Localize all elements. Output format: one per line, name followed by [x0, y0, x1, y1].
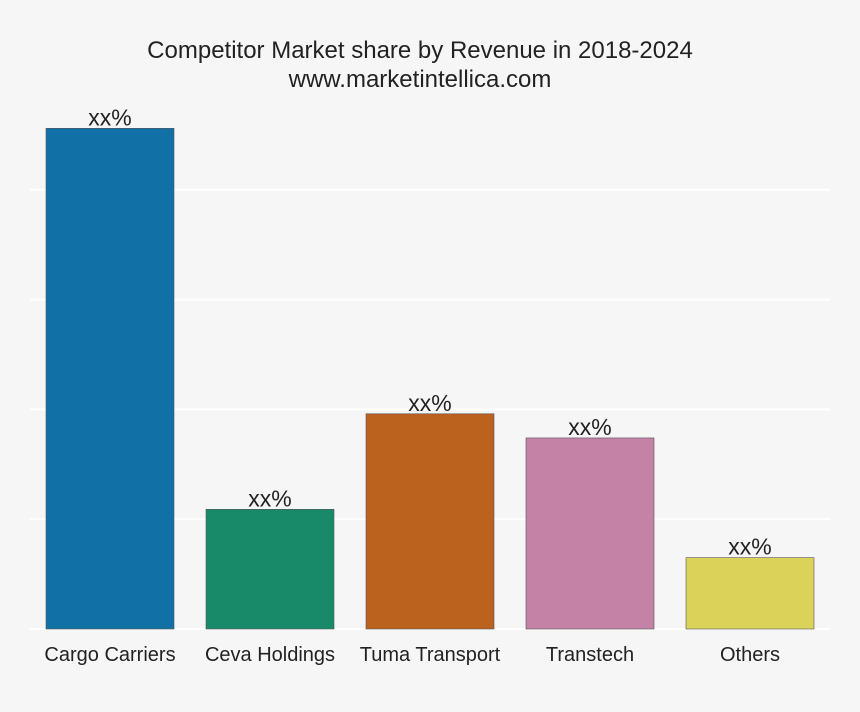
bar-2 [205, 509, 335, 630]
bar-3 [365, 413, 495, 630]
category-label-4: Transtech [546, 644, 634, 666]
data-label-2: xx% [248, 485, 291, 511]
data-label-1: xx% [88, 104, 131, 130]
data-label-4: xx% [568, 414, 611, 440]
category-label-5: Others [720, 644, 780, 666]
category-label-1: Cargo Carriers [44, 644, 175, 666]
bar-1 [45, 128, 175, 630]
bar-5 [685, 557, 815, 630]
bar-4 [525, 437, 655, 630]
data-label-5: xx% [728, 534, 771, 560]
chart-title: Competitor Market share by Revenue in 20… [147, 37, 693, 64]
category-label-3: Tuma Transport [360, 644, 501, 666]
chart-subtitle: www.marketintellica.com [288, 66, 552, 93]
data-label-3: xx% [408, 390, 451, 416]
chart-title-block: Competitor Market share by Revenue in 20… [0, 36, 840, 94]
category-label-2: Ceva Holdings [205, 644, 335, 666]
